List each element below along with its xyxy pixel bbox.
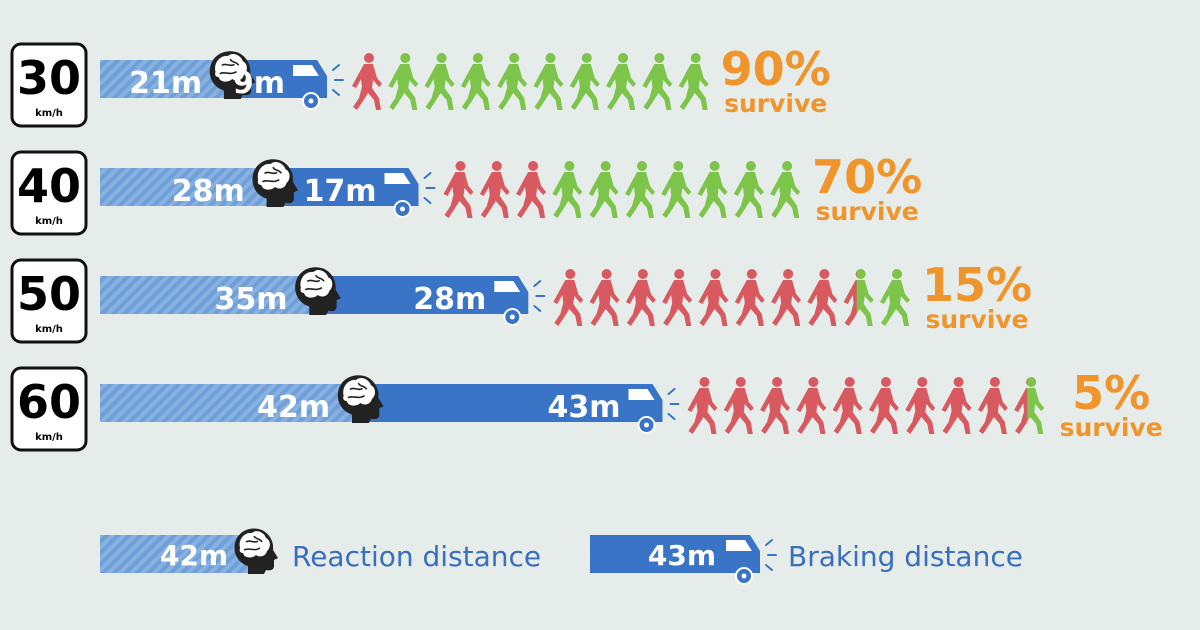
braking-distance-label: 9m bbox=[233, 66, 285, 101]
pedestrian-icon-0-3 bbox=[460, 53, 491, 110]
speed-sign-60: 60 km/h bbox=[10, 366, 88, 452]
pedestrian-icon-1-9 bbox=[770, 161, 801, 218]
reaction-bar bbox=[100, 168, 271, 206]
pedestrian-icon-3-8 bbox=[977, 377, 1008, 434]
legend-braking-label: Braking distance bbox=[788, 540, 1023, 573]
legend-truck-icon bbox=[722, 535, 777, 585]
pedestrian-icon-3-1 bbox=[723, 377, 754, 434]
braking-distance-label: 28m bbox=[413, 282, 486, 317]
legend-reaction-swatch bbox=[100, 535, 250, 573]
survival-percent: 5% bbox=[1072, 366, 1150, 420]
pedestrian-icon-0-8 bbox=[642, 53, 673, 110]
truck-icon bbox=[490, 276, 546, 326]
pedestrian-icon-1-5 bbox=[625, 161, 655, 218]
speed-row-50: 50 km/h 35m 28m 15%survive bbox=[10, 258, 1032, 344]
speed-unit: km/h bbox=[35, 108, 63, 119]
survival-percent: 15% bbox=[922, 258, 1032, 312]
survival-label: survive bbox=[925, 305, 1028, 334]
reaction-bar bbox=[100, 276, 314, 314]
pedestrian-icon-2-5 bbox=[734, 269, 765, 326]
pedestrian-icon-0-9 bbox=[678, 53, 709, 110]
pedestrian-icon-1-7 bbox=[697, 161, 728, 218]
truck-icon bbox=[289, 60, 344, 110]
speed-row-60: 60 km/h 42m 43m 5%survive bbox=[10, 366, 1163, 452]
pedestrian-icon-2-1 bbox=[589, 269, 620, 326]
speed-sign-30: 30 km/h bbox=[10, 42, 88, 128]
pedestrian-icon-3-2 bbox=[760, 377, 791, 434]
speed-value: 30 bbox=[17, 51, 81, 105]
speed-value: 50 bbox=[17, 267, 81, 321]
reaction-distance-label: 28m bbox=[172, 174, 245, 209]
reaction-head-icon bbox=[252, 159, 299, 207]
reaction-head-icon bbox=[295, 267, 341, 315]
speed-row-30: 30 km/h 21m 9m 90%survive bbox=[10, 42, 831, 128]
pedestrian-icon-2-0 bbox=[553, 269, 584, 326]
pedestrian-icon-2-3 bbox=[662, 269, 693, 326]
pedestrian-icon-1-6 bbox=[661, 161, 692, 218]
pedestrian-icon-3-0 bbox=[687, 377, 718, 434]
speed-sign-40: 40 km/h bbox=[10, 150, 88, 236]
pedestrian-icon-2-8 bbox=[843, 269, 874, 326]
pedestrian-icon-2-4 bbox=[698, 269, 729, 326]
pedestrian-icon-1-3 bbox=[552, 161, 583, 218]
legend-braking-value: 43m bbox=[648, 539, 716, 572]
legend-braking-swatch bbox=[590, 535, 740, 573]
legend-reaction-label: Reaction distance bbox=[292, 540, 541, 573]
pedestrian-icon-0-5 bbox=[533, 53, 564, 110]
legend-reaction: 42m Reaction distance bbox=[100, 528, 541, 574]
truck-icon bbox=[624, 384, 680, 434]
braking-distance-label: 17m bbox=[303, 174, 376, 209]
pedestrian-icon-3-3 bbox=[796, 377, 827, 434]
pedestrian-icon-1-4 bbox=[588, 161, 619, 218]
braking-bar bbox=[313, 276, 493, 314]
survival-label: survive bbox=[724, 89, 827, 118]
speed-unit: km/h bbox=[35, 432, 63, 443]
survival-percent: 70% bbox=[812, 150, 922, 204]
reaction-distance-label: 42m bbox=[257, 390, 330, 425]
legend-head-icon bbox=[234, 528, 278, 574]
pedestrian-icon-3-9 bbox=[1014, 377, 1045, 434]
reaction-distance-label: 21m bbox=[129, 66, 202, 101]
pedestrian-icon-3-6 bbox=[905, 377, 936, 434]
pedestrian-icon-0-6 bbox=[569, 53, 600, 110]
pedestrian-icon-0-4 bbox=[497, 53, 528, 110]
reaction-head-icon bbox=[209, 51, 256, 99]
pedestrian-icon-0-0 bbox=[352, 53, 382, 110]
speed-value: 60 bbox=[17, 375, 81, 429]
reaction-distance-label: 35m bbox=[214, 282, 287, 317]
speed-unit: km/h bbox=[35, 324, 63, 335]
pedestrian-icon-0-2 bbox=[424, 53, 455, 110]
pedestrian-icon-0-7 bbox=[606, 53, 637, 110]
pedestrian-icon-2-2 bbox=[625, 269, 656, 326]
pedestrian-icon-3-4 bbox=[832, 377, 863, 434]
pedestrian-icon-2-9 bbox=[880, 269, 910, 326]
speed-row-40: 40 km/h 28m 17m 70%survive bbox=[10, 150, 922, 236]
speed-sign-50: 50 km/h bbox=[10, 258, 88, 344]
pedestrian-icon-2-6 bbox=[771, 269, 802, 326]
survival-percent: 90% bbox=[721, 42, 831, 96]
reaction-head-icon bbox=[337, 375, 384, 423]
legend-reaction-value: 42m bbox=[160, 539, 228, 572]
braking-distance-label: 43m bbox=[547, 390, 620, 425]
survival-label: survive bbox=[816, 197, 919, 226]
reaction-bar bbox=[100, 384, 357, 422]
pedestrian-icon-1-0 bbox=[443, 161, 474, 218]
pedestrian-icon-3-7 bbox=[941, 377, 972, 434]
speed-value: 40 bbox=[17, 159, 81, 213]
pedestrian-icon-2-7 bbox=[807, 269, 838, 326]
pedestrian-icon-0-1 bbox=[388, 53, 419, 110]
pedestrian-icon-1-2 bbox=[516, 161, 547, 218]
pedestrian-icon-1-8 bbox=[733, 161, 764, 218]
pedestrian-icon-3-5 bbox=[869, 377, 899, 434]
pedestrian-icon-1-1 bbox=[479, 161, 510, 218]
survival-label: survive bbox=[1060, 413, 1163, 442]
reaction-bar bbox=[100, 60, 229, 98]
braking-bar bbox=[356, 384, 627, 422]
truck-icon bbox=[380, 168, 436, 218]
speed-unit: km/h bbox=[35, 216, 63, 227]
legend-braking: 43m Braking distance bbox=[590, 535, 1023, 585]
